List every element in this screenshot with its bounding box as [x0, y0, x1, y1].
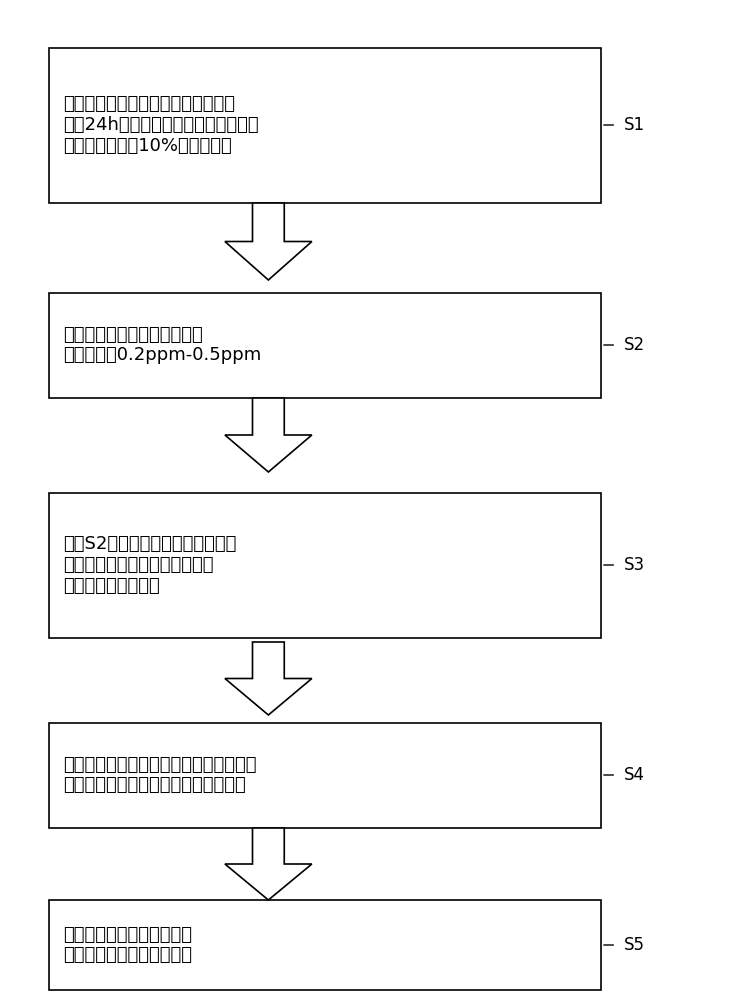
- Text: 定时取样检测余氯含量，控制
余氯含量在0.2ppm-0.5ppm: 定时取样检测余氯含量，控制 余氯含量在0.2ppm-0.5ppm: [63, 326, 261, 364]
- Text: 步骤S2中检测余氯含量超出范围，
改变次氯酸钓的添加浓度，直至
余氯含量在范围之内: 步骤S2中检测余氯含量超出范围， 改变次氯酸钓的添加浓度，直至 余氯含量在范围之…: [63, 535, 236, 595]
- Polygon shape: [225, 642, 311, 715]
- Text: S4: S4: [624, 766, 645, 784]
- FancyBboxPatch shape: [49, 900, 601, 990]
- Text: 在循环水池的泵吸入口加入氧化杀菌
剂，24h连续投加，所述氧化性杀菌剂
采用的是浓度为10%的次氯酸钓: 在循环水池的泵吸入口加入氧化杀菌 剂，24h连续投加，所述氧化性杀菌剂 采用的是…: [63, 95, 259, 155]
- FancyBboxPatch shape: [49, 493, 601, 638]
- FancyBboxPatch shape: [49, 292, 601, 397]
- FancyBboxPatch shape: [49, 47, 601, 202]
- Text: S1: S1: [624, 116, 645, 134]
- Text: S5: S5: [624, 936, 645, 954]
- Text: S2: S2: [624, 336, 645, 354]
- Text: 定时添加非氧化性杀菌剂，并在添加非氧
化性杀菌剂之前停止添加氧化性杀菌剂: 定时添加非氧化性杀菌剂，并在添加非氧 化性杀菌剂之前停止添加氧化性杀菌剂: [63, 756, 256, 794]
- Polygon shape: [225, 828, 311, 900]
- Text: 在非氧化性杀菌剂添加结束
后，继续添加氧化性杀菌剂: 在非氧化性杀菌剂添加结束 后，继续添加氧化性杀菌剂: [63, 926, 192, 964]
- Polygon shape: [225, 398, 311, 472]
- Polygon shape: [225, 203, 311, 280]
- FancyBboxPatch shape: [49, 722, 601, 827]
- Text: S3: S3: [624, 556, 645, 574]
